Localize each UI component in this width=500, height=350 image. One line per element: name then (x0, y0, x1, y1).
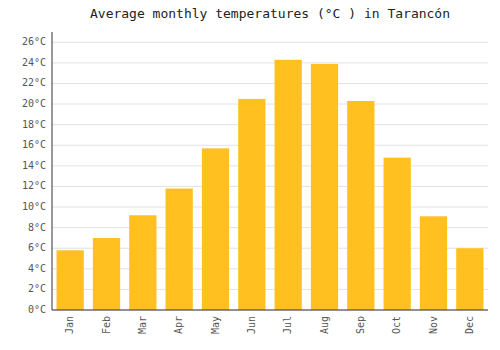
grid-line (52, 42, 488, 43)
bar (129, 215, 156, 310)
grid-line (52, 104, 488, 105)
x-tick-label: Mar (137, 316, 148, 334)
grid-line (52, 83, 488, 84)
chart-container: Average monthly temperatures (°C ) in Ta… (0, 0, 500, 350)
bar (384, 158, 411, 310)
y-tick-label: 0°C (28, 304, 46, 315)
grid (52, 42, 488, 310)
x-tick-label: Oct (391, 316, 402, 334)
x-axis-line (52, 310, 488, 311)
y-tick-label: 18°C (22, 119, 46, 130)
y-tick-label: 10°C (22, 201, 46, 212)
x-axis: Jan Feb Mar Apr May Jun Jul Aug Sep Oct Nov Dec (64, 316, 475, 334)
grid-line (52, 165, 488, 166)
y-axis-line (52, 32, 53, 310)
y-tick-label: 26°C (22, 36, 46, 47)
y-tick-label: 14°C (22, 160, 46, 171)
x-tick-label: Jun (246, 316, 257, 334)
chart-title: Average monthly temperatures (°C ) in Ta… (90, 6, 450, 21)
y-tick-label: 12°C (22, 180, 46, 191)
x-tick-label: Feb (101, 316, 112, 334)
grid-line (52, 124, 488, 125)
x-tick-label: Jul (282, 316, 293, 334)
bar (275, 60, 302, 310)
bar (238, 99, 265, 310)
x-tick-label: Aug (319, 316, 330, 334)
bar (202, 148, 229, 310)
y-tick-label: 2°C (28, 283, 46, 294)
y-tick-label: 22°C (22, 77, 46, 88)
x-tick-label: May (210, 316, 221, 334)
y-tick-label: 16°C (22, 139, 46, 150)
bar (93, 238, 120, 310)
grid-line (52, 186, 488, 187)
bar (57, 250, 84, 310)
bar (311, 64, 338, 310)
y-tick-label: 4°C (28, 263, 46, 274)
grid-line (52, 62, 488, 63)
y-tick-label: 6°C (28, 242, 46, 253)
bar (456, 248, 483, 310)
bar (347, 101, 374, 310)
grid-line (52, 145, 488, 146)
bar (420, 216, 447, 310)
y-axis: 0°C 2°C 4°C 6°C 8°C 10°C 12°C 14°C 16°C 18°C 20°C 2… (22, 36, 46, 315)
chart-svg: Average monthly temperatures (°C ) in Ta… (0, 0, 500, 350)
y-tick-label: 24°C (22, 57, 46, 68)
x-tick-label: Nov (428, 316, 439, 334)
x-tick-label: Apr (173, 316, 184, 334)
grid-line (52, 207, 488, 208)
grid-line (52, 310, 488, 311)
x-tick-label: Sep (355, 316, 366, 334)
x-tick-label: Dec (464, 316, 475, 334)
bars (57, 60, 484, 310)
bar (166, 189, 193, 310)
y-tick-label: 8°C (28, 222, 46, 233)
y-tick-label: 20°C (22, 98, 46, 109)
x-tick-label: Jan (64, 316, 75, 334)
